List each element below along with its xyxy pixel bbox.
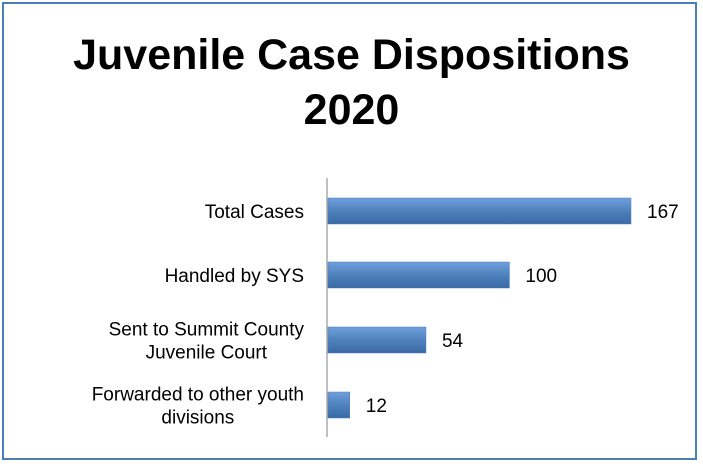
data-label-3: 12 xyxy=(366,396,387,417)
category-label-3-line-1: divisions xyxy=(161,408,234,429)
bar-1 xyxy=(327,261,510,289)
chart-title-line-1: Juvenile Case Dispositions xyxy=(73,31,630,79)
category-label-1: Handled by SYS xyxy=(165,266,304,287)
category-label-2-line-0: Sent to Summit County xyxy=(109,320,305,341)
data-label-0: 167 xyxy=(647,202,679,223)
chart-title-line-2: 2020 xyxy=(303,86,400,134)
bar-3 xyxy=(327,391,351,419)
bar-2 xyxy=(327,326,427,354)
chart-title: Juvenile Case Dispositions 2020 xyxy=(0,28,703,138)
category-label-3-line-0: Forwarded to other youth xyxy=(92,385,304,406)
chart-frame xyxy=(2,2,697,460)
category-label-0: Total Cases xyxy=(205,202,304,223)
category-label-2-line-1: Juvenile Court xyxy=(146,343,268,364)
data-label-1: 100 xyxy=(525,266,557,287)
bar-0 xyxy=(327,197,632,225)
data-label-2: 54 xyxy=(442,331,464,352)
